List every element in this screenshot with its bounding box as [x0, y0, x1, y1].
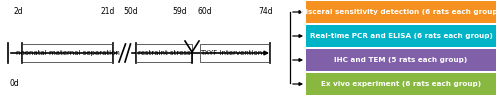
Text: 59d: 59d: [172, 7, 188, 16]
Bar: [306, 73, 496, 95]
Text: 60d: 60d: [198, 7, 212, 16]
Text: TXYF intervention: TXYF intervention: [200, 50, 262, 56]
Bar: [118, 44, 130, 62]
Text: IHC and TEM (5 rats each group): IHC and TEM (5 rats each group): [334, 57, 468, 63]
Bar: [200, 44, 270, 62]
Bar: [306, 1, 496, 23]
Text: Ex vivo experiment (6 rats each group): Ex vivo experiment (6 rats each group): [321, 81, 481, 87]
Text: 21d: 21d: [101, 7, 115, 16]
Bar: [306, 49, 496, 71]
Bar: [306, 25, 496, 47]
Text: neonatal maternal separation: neonatal maternal separation: [16, 50, 120, 56]
Text: 2d: 2d: [13, 7, 23, 16]
Bar: [22, 44, 113, 62]
Text: 0d: 0d: [10, 78, 20, 87]
Text: 74d: 74d: [258, 7, 274, 16]
Text: 50d: 50d: [124, 7, 138, 16]
Bar: [136, 44, 192, 62]
Text: Visceral sensitivity detection (6 rats each group): Visceral sensitivity detection (6 rats e…: [300, 9, 500, 15]
Text: restraint stress: restraint stress: [138, 50, 190, 56]
Text: Real-time PCR and ELISA (6 rats each group): Real-time PCR and ELISA (6 rats each gro…: [310, 33, 492, 39]
